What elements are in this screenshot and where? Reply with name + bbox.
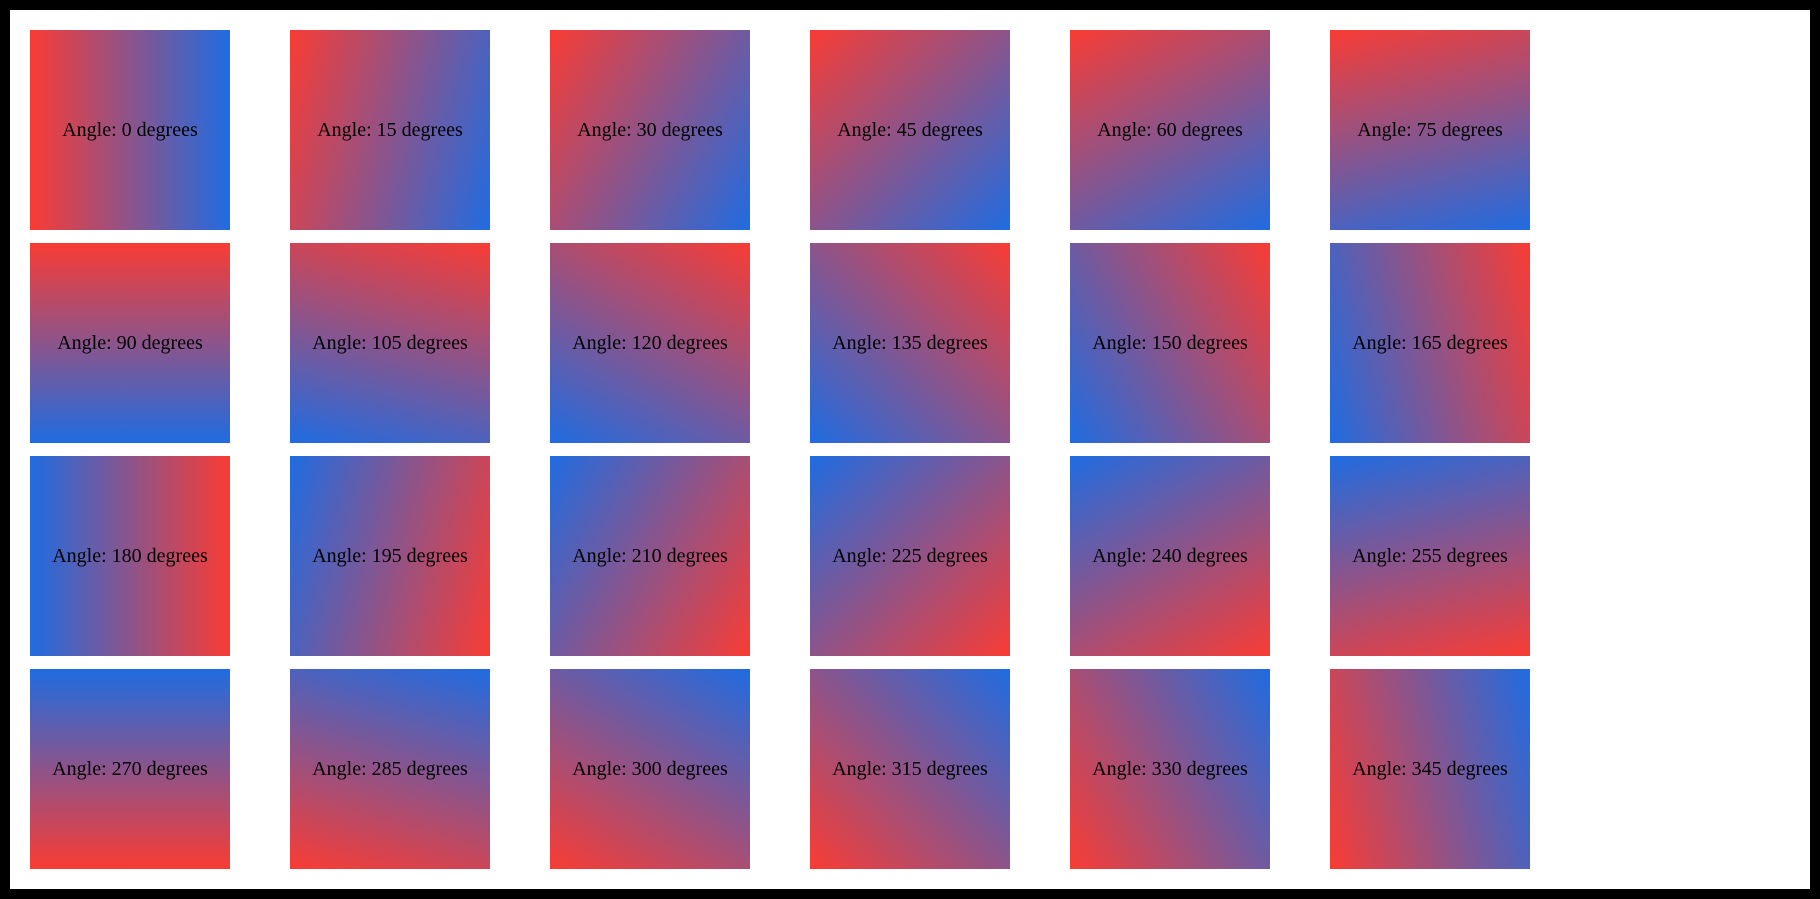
gradient-swatch-345: Angle: 345 degrees <box>1330 669 1530 869</box>
gradient-swatch-225: Angle: 225 degrees <box>810 456 1010 656</box>
swatch-label: Angle: 240 degrees <box>1092 544 1248 567</box>
gradient-swatch-315: Angle: 315 degrees <box>810 669 1010 869</box>
gradient-swatch-150: Angle: 150 degrees <box>1070 243 1270 443</box>
gradient-swatch-120: Angle: 120 degrees <box>550 243 750 443</box>
gradient-swatch-285: Angle: 285 degrees <box>290 669 490 869</box>
swatch-label: Angle: 120 degrees <box>572 331 728 354</box>
swatch-label: Angle: 60 degrees <box>1097 118 1243 141</box>
swatch-label: Angle: 0 degrees <box>62 118 198 141</box>
gradient-swatch-135: Angle: 135 degrees <box>810 243 1010 443</box>
gradient-swatch-210: Angle: 210 degrees <box>550 456 750 656</box>
gradient-swatch-270: Angle: 270 degrees <box>30 669 230 869</box>
gradient-swatch-0: Angle: 0 degrees <box>30 30 230 230</box>
swatch-label: Angle: 165 degrees <box>1352 331 1508 354</box>
gradient-swatch-240: Angle: 240 degrees <box>1070 456 1270 656</box>
gradient-swatch-90: Angle: 90 degrees <box>30 243 230 443</box>
swatch-label: Angle: 270 degrees <box>52 757 208 780</box>
swatch-label: Angle: 345 degrees <box>1352 757 1508 780</box>
gradient-swatch-165: Angle: 165 degrees <box>1330 243 1530 443</box>
swatch-label: Angle: 135 degrees <box>832 331 988 354</box>
swatch-label: Angle: 300 degrees <box>572 757 728 780</box>
gradient-swatch-180: Angle: 180 degrees <box>30 456 230 656</box>
swatch-label: Angle: 225 degrees <box>832 544 988 567</box>
gradient-swatch-105: Angle: 105 degrees <box>290 243 490 443</box>
swatch-label: Angle: 150 degrees <box>1092 331 1248 354</box>
gradient-swatch-30: Angle: 30 degrees <box>550 30 750 230</box>
swatch-label: Angle: 330 degrees <box>1092 757 1248 780</box>
swatch-label: Angle: 90 degrees <box>57 331 203 354</box>
swatch-label: Angle: 180 degrees <box>52 544 208 567</box>
swatch-label: Angle: 210 degrees <box>572 544 728 567</box>
gradient-swatch-255: Angle: 255 degrees <box>1330 456 1530 656</box>
gradient-swatch-330: Angle: 330 degrees <box>1070 669 1270 869</box>
swatch-label: Angle: 75 degrees <box>1357 118 1503 141</box>
swatch-label: Angle: 105 degrees <box>312 331 468 354</box>
gradient-swatch-300: Angle: 300 degrees <box>550 669 750 869</box>
swatch-grid: Angle: 0 degrees Angle: 15 degrees Angle… <box>10 10 1810 889</box>
gradient-swatch-45: Angle: 45 degrees <box>810 30 1010 230</box>
swatch-label: Angle: 285 degrees <box>312 757 468 780</box>
swatch-label: Angle: 30 degrees <box>577 118 723 141</box>
swatch-label: Angle: 45 degrees <box>837 118 983 141</box>
gradient-swatch-75: Angle: 75 degrees <box>1330 30 1530 230</box>
swatch-label: Angle: 255 degrees <box>1352 544 1508 567</box>
swatch-label: Angle: 315 degrees <box>832 757 988 780</box>
swatch-label: Angle: 195 degrees <box>312 544 468 567</box>
swatch-label: Angle: 15 degrees <box>317 118 463 141</box>
gradient-swatch-15: Angle: 15 degrees <box>290 30 490 230</box>
gradient-swatch-195: Angle: 195 degrees <box>290 456 490 656</box>
gradient-swatch-60: Angle: 60 degrees <box>1070 30 1270 230</box>
